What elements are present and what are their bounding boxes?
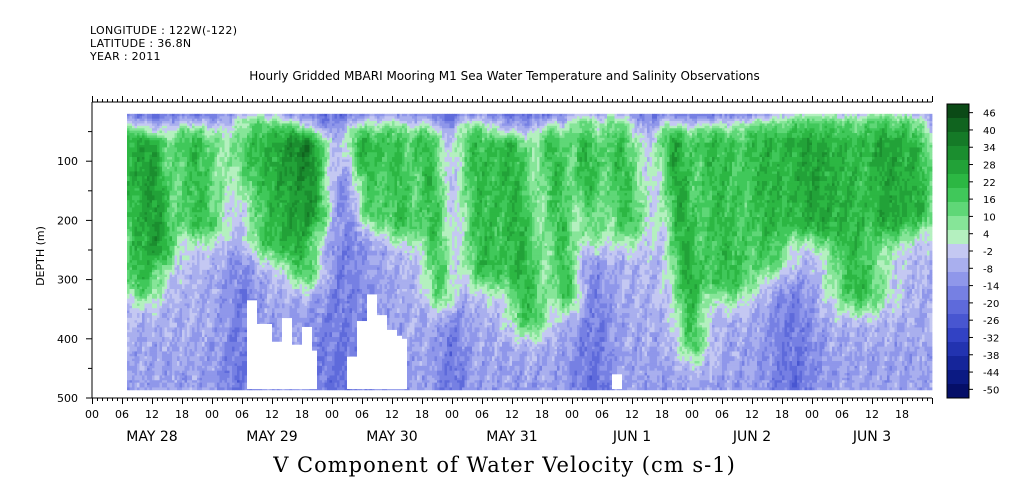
missing-data-region [397,336,402,389]
colorbar-swatch [947,258,969,272]
colorbar-tick-label: -20 [983,299,999,310]
missing-data-region [312,351,317,389]
colorbar-tick-label: 10 [983,212,996,223]
x-hour-tick-label: 18 [535,408,549,421]
colorbar-tick-label: 40 [983,126,996,137]
x-hour-tick-label: 12 [625,408,639,421]
missing-data-region [377,315,387,389]
colorbar-tick-label: -44 [983,368,999,379]
missing-data-region [292,345,302,389]
x-hour-tick-label: 18 [655,408,669,421]
colorbar-swatch [947,160,969,174]
colorbar-tick-label: -2 [983,247,993,258]
x-hour-tick-label: 00 [205,408,219,421]
colorbar-swatch [947,342,969,356]
x-hour-tick-label: 12 [745,408,759,421]
colorbar-swatch [947,118,969,132]
colorbar-tick-label: 22 [983,178,996,189]
x-hour-tick-label: 12 [145,408,159,421]
x-hour-tick-label: 06 [235,408,249,421]
x-hour-tick-label: 18 [415,408,429,421]
x-date-label: JUN 1 [612,429,651,445]
y-axis-label: DEPTH (m) [34,226,47,286]
missing-data-region [402,339,407,389]
missing-data-region [612,374,622,389]
x-hour-tick-label: 00 [325,408,339,421]
x-hour-tick-label: 06 [355,408,369,421]
colorbar-tick-label: -14 [983,282,999,293]
colorbar-swatch [947,146,969,160]
y-tick-label: 400 [57,333,78,346]
x-date-label: MAY 31 [486,429,537,445]
colorbar-swatch [947,286,969,300]
colorbar-swatch [947,272,969,286]
chart-subtitle: V Component of Water Velocity (cm s-1) [0,453,1009,477]
x-date-label: JUN 3 [852,429,891,445]
x-date-label: MAY 30 [366,429,417,445]
plot-area [127,114,932,390]
x-hour-tick-label: 00 [805,408,819,421]
colorbar-swatch [947,300,969,314]
colorbar-tick-label: -50 [983,385,999,396]
x-date-label: MAY 28 [126,429,177,445]
x-hour-tick-label: 12 [385,408,399,421]
colorbar-tick-label: 34 [983,143,996,154]
colorbar-swatch [947,356,969,370]
colorbar: 46 40 34 28 22 16 10 4 -2 -8 -14 -20 -26 -32 -38 -44 -50 [947,104,999,398]
missing-data-region [247,300,257,389]
missing-data-region [257,324,272,389]
y-tick-label: 200 [57,214,78,227]
missing-data-region [387,330,397,389]
colorbar-tick-label: -8 [983,264,993,275]
x-hour-tick-label: 00 [445,408,459,421]
missing-data-region [357,321,367,389]
colorbar-tick-label: -26 [983,316,999,327]
x-hour-tick-label: 18 [175,408,189,421]
missing-data-region [347,357,357,390]
colorbar-tick-label: 28 [983,161,996,172]
x-hour-tick-label: 06 [595,408,609,421]
colorbar-swatch [947,132,969,146]
x-hour-tick-label: 12 [865,408,879,421]
x-hour-tick-label: 18 [895,408,909,421]
x-hour-tick-label: 00 [85,408,99,421]
x-hour-tick-label: 06 [115,408,129,421]
x-hour-tick-label: 00 [685,408,699,421]
colorbar-swatch [947,370,969,384]
colorbar-tick-label: -38 [983,351,999,362]
y-tick-label: 100 [57,155,78,168]
colorbar-swatch [947,230,969,244]
missing-data-region [302,327,312,389]
missing-data-region [272,342,282,389]
colorbar-tick-label: 46 [983,109,996,120]
x-date-label: JUN 2 [732,429,771,445]
missing-data-region [282,318,292,389]
colorbar-swatch [947,202,969,216]
colorbar-swatch [947,314,969,328]
x-hour-tick-label: 06 [715,408,729,421]
x-hour-tick-label: 06 [835,408,849,421]
x-hour-tick-label: 12 [265,408,279,421]
colorbar-swatch [947,174,969,188]
x-hour-tick-label: 12 [505,408,519,421]
colorbar-tick-label: -32 [983,333,999,344]
colorbar-tick-label: 16 [983,195,996,206]
y-tick-label: 300 [57,274,78,287]
missing-data-region [367,294,377,389]
colorbar-swatch [947,328,969,342]
x-hour-tick-label: 18 [295,408,309,421]
x-hour-tick-label: 18 [775,408,789,421]
colorbar-swatch [947,188,969,202]
colorbar-tick-label: 4 [983,230,989,241]
colorbar-swatch [947,216,969,230]
x-hour-tick-label: 06 [475,408,489,421]
x-date-label: MAY 29 [246,429,297,445]
colorbar-swatch [947,104,969,118]
y-tick-label: 500 [57,392,78,405]
x-hour-tick-label: 00 [565,408,579,421]
colorbar-swatch [947,244,969,258]
colorbar-swatch [947,384,969,398]
